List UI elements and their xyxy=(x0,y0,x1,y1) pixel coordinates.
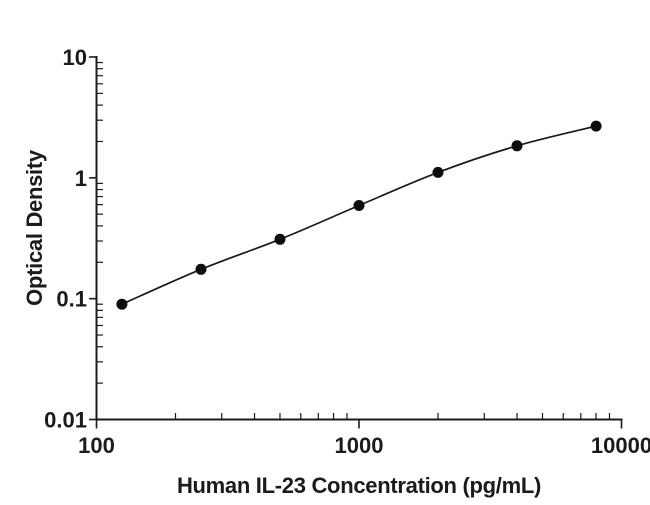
data-point xyxy=(511,140,523,152)
data-point xyxy=(195,263,207,275)
x-tick-label: 10000 xyxy=(591,433,650,458)
x-tick-label: 100 xyxy=(78,433,115,458)
y-tick-label: 10 xyxy=(63,45,87,70)
y-axis-title: Optical Density xyxy=(22,150,47,306)
standard-curve-line xyxy=(121,125,597,305)
data-point xyxy=(353,200,365,211)
data-point xyxy=(590,120,602,132)
x-tick-label: 1000 xyxy=(335,433,384,458)
data-point xyxy=(116,298,128,310)
y-tick-label: 0.1 xyxy=(56,287,87,312)
y-tick-label: 1 xyxy=(75,166,87,191)
data-point xyxy=(274,233,286,245)
y-tick-label: 0.01 xyxy=(44,408,87,433)
data-point xyxy=(432,166,444,178)
x-axis-title: Human IL-23 Concentration (pg/mL) xyxy=(176,473,542,498)
